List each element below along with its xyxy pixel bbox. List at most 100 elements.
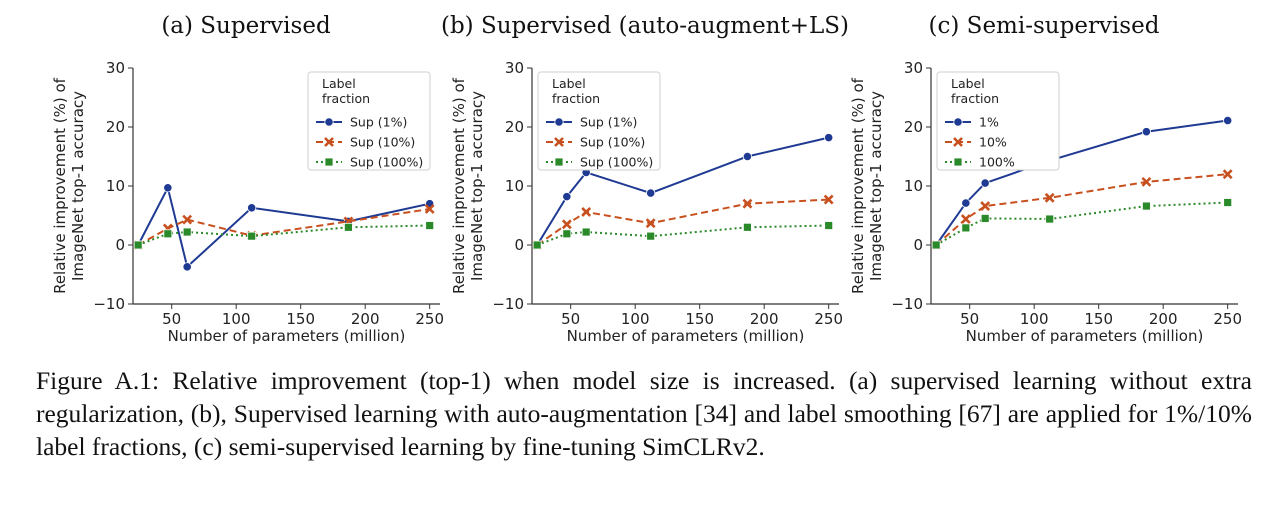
x-tick-label: 150 [286,310,315,328]
data-point [646,231,656,241]
series-line [536,136,829,246]
data-point [980,214,990,223]
legend-title: fraction [951,91,999,106]
x-tick-label: 50 [162,310,181,328]
data-point [562,192,572,202]
data-point [133,240,143,250]
chart-panel-3: (c) Semi-supervised −10 0 10 20 30 50 100 150 200… [849,13,1242,345]
data-point [961,198,971,208]
y-tick-label: 0 [514,236,524,254]
x-tick-label: 100 [222,310,251,328]
y-tick-label: 20 [904,118,923,136]
data-point [823,194,834,205]
legend-marker [554,117,564,127]
legend-box [936,71,1060,171]
data-point [1141,127,1152,137]
x-tick-label: 100 [621,310,650,328]
data-point [247,231,257,241]
legend-box [537,71,661,171]
y-tick-label: −10 [93,295,125,313]
legend-label: 100% [979,155,1015,170]
data-point [980,178,990,188]
x-marker-stroke [980,201,991,211]
x-tick-label: 50 [561,310,580,328]
x-marker-stroke [424,204,435,214]
data-point [247,203,257,213]
series-line [935,173,1228,246]
series-line [536,198,829,246]
legend-title: fraction [552,91,600,106]
data-point [931,240,941,250]
legend-marker [554,137,564,147]
y-axis-label: Relative improvement (%) of [849,77,867,294]
data-point [424,204,435,214]
legend-marker [953,117,963,127]
x-marker-stroke [960,214,971,224]
y-tick-label: 20 [505,118,524,136]
x-tick-label: 200 [1149,310,1178,328]
series-line [935,119,1228,246]
x-marker-stroke [823,194,834,205]
x-tick-label: 150 [1084,310,1113,328]
y-axis-label: ImageNet top-1 accuracy [867,91,885,281]
data-point [581,207,592,217]
y-tick-label: 0 [913,236,923,254]
series-line [536,224,829,246]
y-axis-label: ImageNet top-1 accuracy [468,91,486,281]
x-marker-stroke [1044,192,1055,203]
data-point [562,229,572,239]
legend-title: fraction [322,91,370,106]
legend-label: Sup (100%) [580,155,653,170]
x-axis-label: Number of parameters (million) [567,327,805,345]
x-marker-stroke [561,219,572,230]
x-marker-stroke [1222,169,1233,180]
data-point [182,262,192,272]
legend-label: Sup (10%) [580,135,645,150]
data-point [824,221,834,230]
legend-marker [324,157,334,167]
panel-title: (c) Semi-supervised [929,13,1160,39]
legend-label: Sup (1%) [580,115,637,130]
legend-marker [554,157,564,167]
data-point [961,223,971,233]
x-marker-stroke [645,218,656,229]
data-point [1223,115,1233,126]
data-point [1142,201,1151,211]
y-tick-label: 10 [505,177,524,195]
y-tick-label: 10 [904,177,923,195]
data-point [163,183,173,193]
legend-marker [324,117,334,127]
x-marker-stroke [324,137,334,147]
y-tick-label: 20 [106,118,125,136]
data-point [824,133,834,143]
data-point [646,188,656,198]
data-point [581,227,591,237]
y-axis-label: Relative improvement (%) of [450,77,468,294]
x-tick-label: 100 [1020,310,1049,328]
legend-marker [953,157,963,167]
data-point [1223,198,1233,207]
x-tick-label: 250 [415,310,444,328]
x-marker-stroke [742,198,753,209]
panel-title: (a) Supervised [161,13,331,39]
data-point [980,201,991,211]
legend-label: Sup (100%) [350,155,423,170]
figure-caption: Figure A.1: Relative improvement (top-1)… [36,366,1252,461]
x-tick-label: 200 [750,310,779,328]
legend-title: Label [552,76,586,91]
legend-label: Sup (1%) [350,115,407,130]
x-axis-label: Number of parameters (million) [168,327,406,345]
legend-label: Sup (10%) [350,135,415,150]
y-tick-label: 10 [106,177,125,195]
data-point [743,222,752,232]
x-marker-stroke [554,137,564,147]
y-axis-label: ImageNet top-1 accuracy [69,91,87,281]
series-line [935,201,1228,246]
data-point [1141,176,1152,187]
series-line [137,208,430,246]
legend-box [307,71,431,171]
y-tick-label: −10 [891,295,923,313]
chart-panel-1: (a) Supervised −10 0 10 20 30 50 100 150 200 250 Nu… [51,13,444,345]
series-line [137,224,430,246]
